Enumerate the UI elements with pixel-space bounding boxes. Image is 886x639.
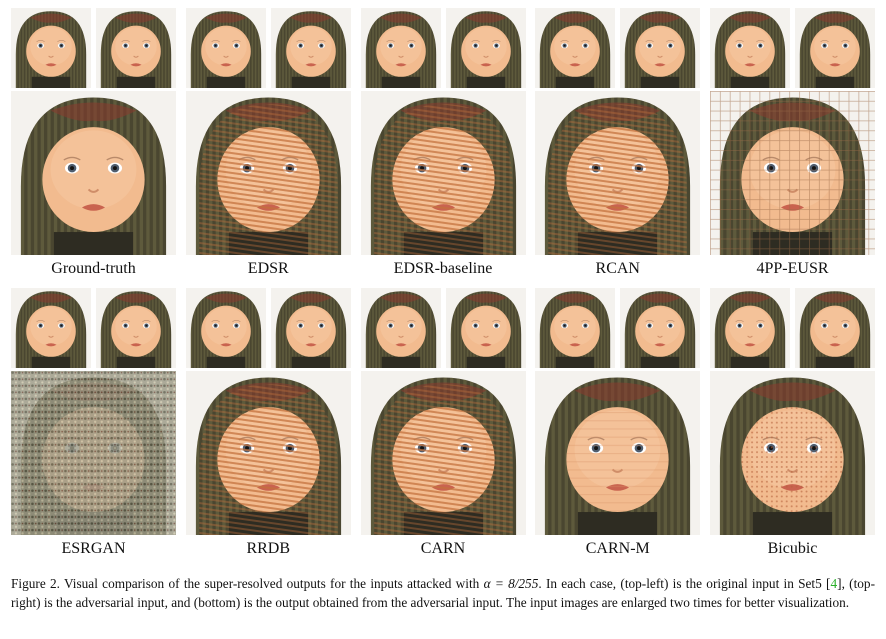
caption-mid: . In each case, (top-left) is the origin…	[538, 576, 831, 591]
original-input-thumbnail	[185, 8, 266, 88]
original-input-thumbnail	[710, 288, 790, 368]
super-resolved-output-image	[535, 91, 701, 255]
adversarial-input-thumbnail	[270, 288, 351, 368]
super-resolved-output-image	[11, 91, 176, 255]
adversarial-input-thumbnail	[620, 288, 701, 368]
adversarial-input-thumbnail	[96, 288, 176, 368]
original-input-thumbnail	[535, 8, 616, 88]
panel-4pp-eusr: 4PP-EUSR	[710, 8, 875, 283]
super-resolved-output-image	[185, 91, 351, 255]
thumb-pair	[710, 288, 875, 368]
adversarial-input-thumbnail	[445, 288, 526, 368]
panel-label: CARN-M	[585, 540, 650, 557]
adversarial-input-thumbnail	[795, 288, 875, 368]
panel-ground-truth: Ground-truth	[11, 8, 176, 283]
panel-label: ESRGAN	[61, 540, 126, 557]
thumb-pair	[11, 8, 176, 88]
super-resolved-output-image	[710, 371, 875, 535]
super-resolved-output-image	[710, 91, 875, 255]
original-input-thumbnail	[185, 288, 266, 368]
original-input-thumbnail	[535, 288, 616, 368]
thumb-pair	[535, 8, 701, 88]
panel-carn: CARN	[360, 288, 526, 563]
thumb-pair	[535, 288, 701, 368]
super-resolved-output-image	[360, 91, 526, 255]
adversarial-input-thumbnail	[795, 8, 875, 88]
original-input-thumbnail	[360, 288, 441, 368]
original-input-thumbnail	[710, 8, 790, 88]
panel-edsr: EDSR	[185, 8, 351, 283]
panel-esrgan: ESRGAN	[11, 288, 176, 563]
thumb-pair	[710, 8, 875, 88]
super-resolved-output-image	[185, 371, 351, 535]
caption-suffix: ], (top-right) is the adversarial input,…	[11, 576, 876, 610]
thumb-pair	[185, 8, 351, 88]
caption-math: α = 8/255	[483, 576, 539, 591]
panel-label: CARN	[420, 540, 466, 557]
panel-label: Ground-truth	[51, 260, 136, 277]
figure-caption: Figure 2. Visual comparison of the super…	[11, 574, 875, 612]
figure-grid: Ground-truth	[11, 8, 875, 563]
panel-rrdb: RRDB	[185, 288, 351, 563]
thumb-pair	[360, 8, 526, 88]
super-resolved-output-image	[360, 371, 526, 535]
thumb-pair	[185, 288, 351, 368]
super-resolved-output-image	[535, 371, 701, 535]
adversarial-input-thumbnail	[620, 8, 701, 88]
panel-edsr-baseline: EDSR-baseline	[360, 8, 526, 283]
figure-row-2: ESRGAN	[11, 288, 875, 563]
panel-label: RCAN	[595, 260, 640, 277]
figure-row-1: Ground-truth	[11, 8, 875, 283]
panel-rcan: RCAN	[535, 8, 701, 283]
adversarial-input-thumbnail	[270, 8, 351, 88]
panel-label: Bicubic	[767, 540, 818, 557]
panel-bicubic: Bicubic	[710, 288, 875, 563]
adversarial-input-thumbnail	[445, 8, 526, 88]
super-resolved-output-image	[11, 371, 176, 535]
panel-label: EDSR	[247, 260, 289, 277]
adversarial-input-thumbnail	[96, 8, 176, 88]
panel-label: RRDB	[246, 540, 291, 557]
original-input-thumbnail	[11, 8, 91, 88]
thumb-pair	[360, 288, 526, 368]
citation-link[interactable]: 4	[830, 576, 838, 591]
panel-label: 4PP-EUSR	[756, 260, 829, 277]
original-input-thumbnail	[360, 8, 441, 88]
thumb-pair	[11, 288, 176, 368]
original-input-thumbnail	[11, 288, 91, 368]
caption-prefix: Figure 2. Visual comparison of the super…	[11, 576, 484, 591]
panel-label: EDSR-baseline	[393, 260, 493, 277]
panel-carn-m: CARN-M	[535, 288, 701, 563]
